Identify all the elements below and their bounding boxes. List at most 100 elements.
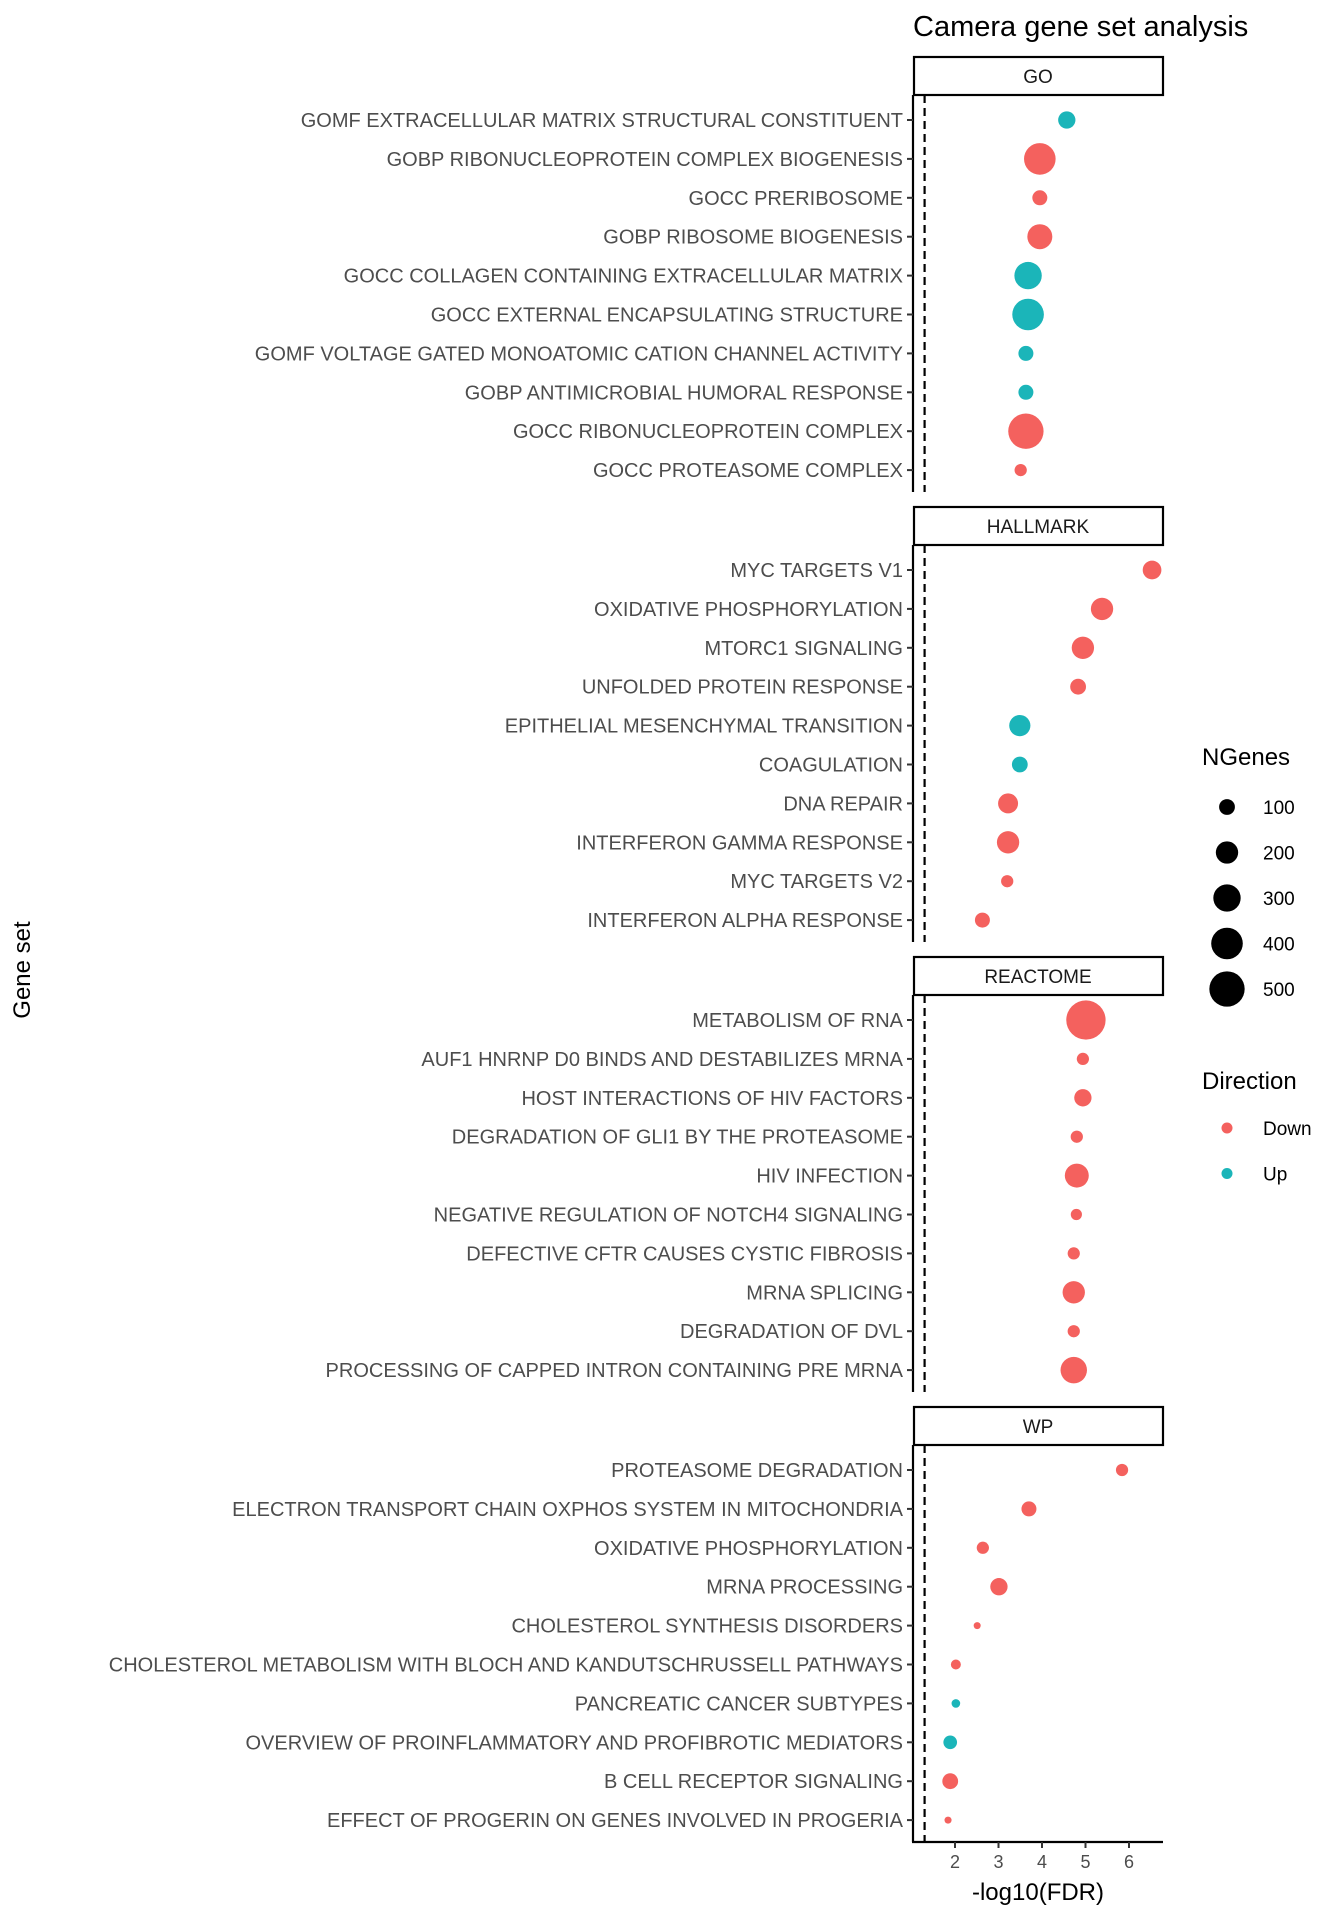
data-point	[1142, 560, 1162, 580]
facet-panel-go: GO GOMF EXTRACELLULAR MATRIX STRUCTURAL C…	[255, 55, 1165, 492]
data-point	[1032, 190, 1048, 206]
legend-size-label: 200	[1263, 844, 1295, 865]
x-tick-label: 2	[950, 1852, 960, 1872]
facet-strip	[912, 955, 1165, 997]
y-tick-label: GOCC PRERIBOSOME	[689, 188, 903, 210]
x-axis: 2 3 4 5 6	[912, 1840, 1163, 1872]
data-point	[1024, 143, 1056, 175]
legend-size-label: 300	[1263, 889, 1295, 910]
y-tick-label: MYC TARGETS V1	[730, 560, 903, 582]
data-point	[1070, 678, 1087, 695]
data-point	[998, 793, 1019, 814]
x-tick-label: 4	[1037, 1852, 1047, 1872]
data-point	[1018, 384, 1034, 400]
x-tick-label: 6	[1124, 1852, 1134, 1872]
y-tick-label: OXIDATIVE PHOSPHORYLATION	[594, 599, 903, 621]
y-tick-label: GOBP RIBONUCLEOPROTEIN COMPLEX BIOGENESI…	[387, 149, 903, 171]
facet-panels: GO GOMF EXTRACELLULAR MATRIX STRUCTURAL C…	[109, 55, 1165, 1842]
data-point	[1014, 463, 1027, 477]
data-point	[1071, 636, 1095, 659]
y-axis-title: Gene set	[9, 921, 36, 1019]
facet-panel-reactome: REACTOME METABOLISM OF RNA AUF1 HNRNP D0 B…	[326, 955, 1165, 1392]
legend-size-key	[1219, 799, 1235, 815]
data-point	[1012, 298, 1044, 331]
data-point	[1009, 715, 1031, 737]
y-tick-label: MRNA PROCESSING	[706, 1577, 903, 1599]
legend-size-label: 100	[1263, 798, 1295, 819]
y-tick-label: GOBP RIBOSOME BIOGENESIS	[603, 227, 903, 249]
legend-size-key	[1213, 884, 1241, 912]
data-point	[973, 1622, 981, 1630]
data-point	[1011, 756, 1028, 773]
legend-size-key	[1215, 841, 1239, 864]
data-point	[1074, 1089, 1092, 1107]
data-point	[1067, 1325, 1080, 1338]
y-tick-label: ELECTRON TRANSPORT CHAIN OXPHOS SYSTEM I…	[232, 1499, 904, 1521]
legend-color-key	[1221, 1168, 1233, 1179]
legend-size-key	[1211, 927, 1243, 960]
facet-strip-label: REACTOME	[984, 967, 1091, 988]
data-point	[1027, 224, 1053, 250]
y-tick-label: PANCREATIC CANCER SUBTYPES	[575, 1693, 903, 1715]
y-tick-label: AUF1 HNRNP D0 BINDS AND DESTABILIZES MRN…	[421, 1049, 903, 1071]
y-tick-label: DEFECTIVE CFTR CAUSES CYSTIC FIBROSIS	[466, 1243, 903, 1265]
data-point	[944, 1816, 952, 1824]
data-point	[950, 1659, 961, 1670]
legend-size-title: NGenes	[1202, 744, 1290, 771]
y-tick-label: COAGULATION	[759, 755, 903, 777]
y-tick-label: MRNA SPLICING	[746, 1282, 903, 1304]
legend-size-items: 100 200 300 400 500	[1209, 798, 1295, 1007]
data-point	[990, 1578, 1008, 1596]
facet-strip	[912, 1405, 1165, 1447]
y-tick-label: EFFECT OF PROGERIN ON GENES INVOLVED IN …	[327, 1810, 904, 1832]
data-point	[951, 1699, 961, 1708]
y-tick-label: MYC TARGETS V2	[730, 871, 903, 893]
legend-color-label: Up	[1263, 1165, 1287, 1186]
data-point	[1070, 1208, 1082, 1221]
y-tick-label: GOBP ANTIMICROBIAL HUMORAL RESPONSE	[465, 382, 903, 404]
facet-strip	[912, 55, 1165, 97]
data-point	[942, 1773, 959, 1790]
data-point	[1067, 1247, 1080, 1260]
facet-strip-label: HALLMARK	[987, 517, 1090, 538]
facet-panel-wp: WP PROTEASOME DEGRADATION ELECTRON TRANSPO…	[109, 1405, 1165, 1842]
y-tick-label: CHOLESTEROL METABOLISM WITH BLOCH AND KA…	[109, 1655, 903, 1677]
y-tick-label: INTERFERON ALPHA RESPONSE	[587, 910, 903, 932]
facet-strip	[912, 505, 1165, 547]
y-tick-label: OVERVIEW OF PROINFLAMMATORY AND PROFIBRO…	[246, 1732, 904, 1754]
facet-strip-label: WP	[1023, 1417, 1054, 1438]
legend-size-item: 100	[1219, 798, 1295, 819]
legend-color-item-down: Down	[1221, 1119, 1312, 1140]
legend-color-title: Direction	[1202, 1068, 1297, 1095]
y-tick-label: CHOLESTEROL SYNTHESIS DISORDERS	[511, 1616, 903, 1638]
legend-size-item: 400	[1211, 927, 1295, 960]
data-point	[974, 912, 990, 928]
x-tick-label: 5	[1080, 1852, 1090, 1872]
y-tick-label: GOMF EXTRACELLULAR MATRIX STRUCTURAL CON…	[301, 110, 903, 132]
data-point	[1076, 1052, 1090, 1066]
y-tick-label: GOMF VOLTAGE GATED MONOATOMIC CATION CHA…	[255, 343, 903, 365]
data-point	[943, 1735, 958, 1750]
y-tick-label: GOCC RIBONUCLEOPROTEIN COMPLEX	[513, 421, 903, 443]
y-tick-label: PROTEASOME DEGRADATION	[611, 1460, 903, 1482]
y-tick-label: DNA REPAIR	[783, 793, 903, 815]
y-tick-label: GOCC PROTEASOME COMPLEX	[593, 460, 903, 482]
y-tick-label: EPITHELIAL MESENCHYMAL TRANSITION	[505, 716, 903, 738]
data-point	[1115, 1463, 1129, 1477]
legend-size-label: 400	[1263, 935, 1295, 956]
y-tick-label: OXIDATIVE PHOSPHORYLATION	[594, 1538, 903, 1560]
data-point	[1058, 111, 1076, 129]
x-axis-title: -log10(FDR)	[972, 1879, 1104, 1906]
y-tick-label: B CELL RECEPTOR SIGNALING	[604, 1771, 903, 1793]
data-point	[1070, 1130, 1083, 1143]
y-tick-label: NEGATIVE REGULATION OF NOTCH4 SIGNALING	[434, 1205, 903, 1227]
data-point	[1001, 875, 1014, 888]
y-tick-label: GOCC EXTERNAL ENCAPSULATING STRUCTURE	[431, 305, 903, 327]
chart-title: Camera gene set analysis	[913, 11, 1248, 43]
data-point	[976, 1541, 989, 1554]
y-tick-label: MTORC1 SIGNALING	[704, 638, 903, 660]
legend-size-item: 300	[1213, 884, 1295, 912]
legend-size-item: 200	[1215, 841, 1295, 865]
y-tick-label: DEGRADATION OF DVL	[680, 1321, 903, 1343]
